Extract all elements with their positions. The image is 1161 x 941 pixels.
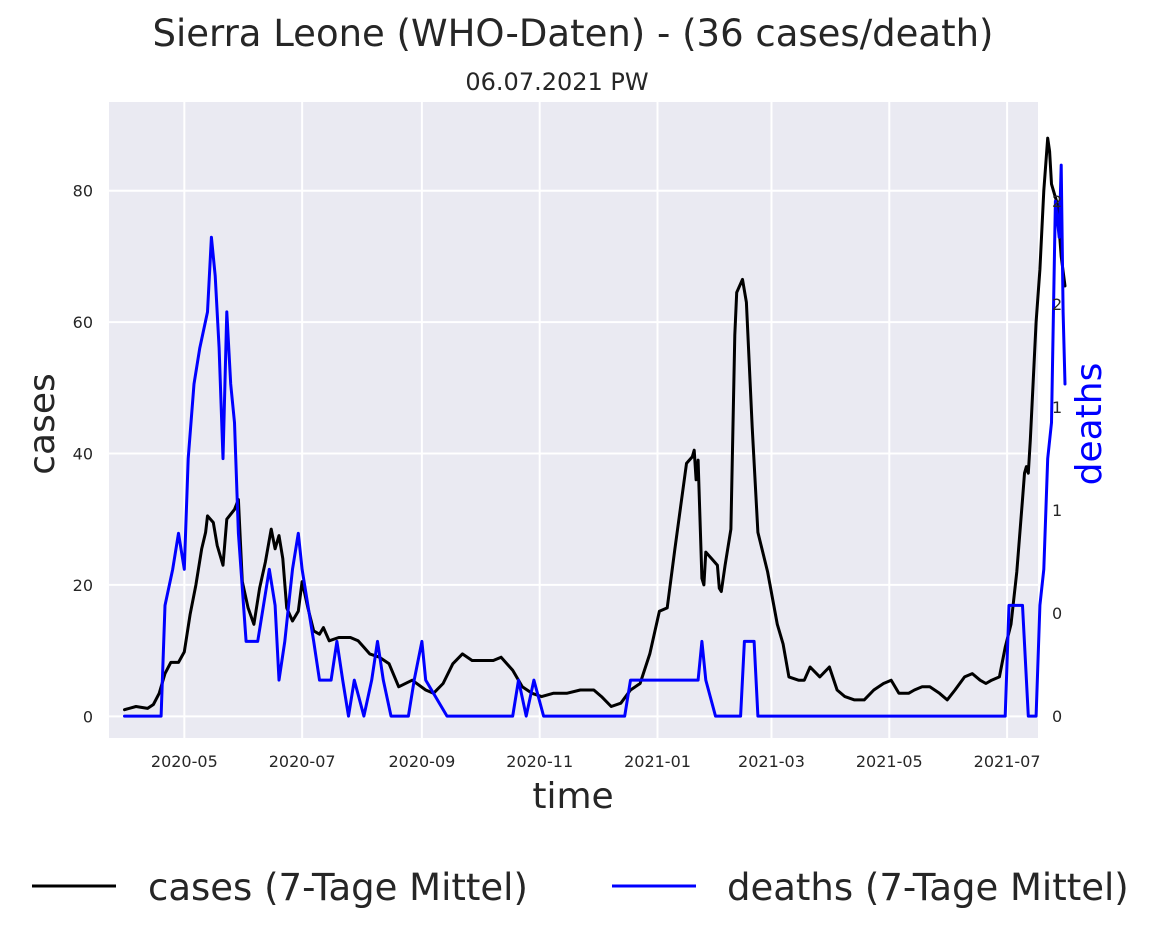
x-tick-label: 2020-05 bbox=[151, 752, 218, 771]
y-right-tick-label: 0 bbox=[1052, 707, 1062, 726]
chart-title: Sierra Leone (WHO-Daten) - (36 cases/dea… bbox=[152, 12, 993, 55]
y-right-axis-label: deaths bbox=[1069, 363, 1110, 486]
x-tick-label: 2021-07 bbox=[974, 752, 1041, 771]
y-tick-label: 60 bbox=[73, 313, 93, 332]
x-axis-label: time bbox=[532, 776, 613, 817]
deaths-series-line bbox=[123, 163, 1067, 718]
x-tick-label: 2021-03 bbox=[738, 752, 805, 771]
x-tick-label: 2020-11 bbox=[506, 752, 573, 771]
legend: cases (7-Tage Mittel) deaths (7-Tage Mit… bbox=[32, 866, 1129, 909]
x-tick-label: 2021-01 bbox=[624, 752, 691, 771]
y-axis-label: cases bbox=[22, 373, 63, 475]
x-tick-label: 2021-05 bbox=[856, 752, 923, 771]
y-tick-label: 80 bbox=[73, 182, 93, 201]
plot-area bbox=[109, 102, 1038, 738]
y-tick-label: 20 bbox=[73, 576, 93, 595]
x-tick-labels: 2020-05 2020-07 2020-09 2020-11 2021-01 2021-… bbox=[151, 752, 1041, 771]
x-tick-label: 2020-09 bbox=[388, 752, 455, 771]
cases-series-line bbox=[123, 136, 1067, 712]
x-gridlines bbox=[183, 102, 1009, 738]
y-tick-label: 40 bbox=[73, 445, 93, 464]
legend-label-deaths: deaths (7-Tage Mittel) bbox=[727, 866, 1129, 909]
y-right-tick-label: 2 bbox=[1052, 192, 1062, 211]
y-right-tick-label: 0 bbox=[1052, 604, 1062, 623]
series-layer bbox=[123, 136, 1067, 718]
y-right-tick-label: 1 bbox=[1052, 398, 1062, 417]
y-right-tick-label: 2 bbox=[1052, 295, 1062, 314]
legend-label-cases: cases (7-Tage Mittel) bbox=[148, 866, 528, 909]
y-right-tick-label: 1 bbox=[1052, 501, 1062, 520]
y-tick-labels: 0 20 40 60 80 bbox=[73, 182, 93, 727]
x-tick-label: 2020-07 bbox=[269, 752, 336, 771]
y-tick-label: 0 bbox=[83, 707, 93, 726]
chart-subtitle: 06.07.2021 PW bbox=[465, 68, 648, 96]
y-right-tick-labels: 0 0 1 1 2 2 bbox=[1052, 192, 1062, 726]
